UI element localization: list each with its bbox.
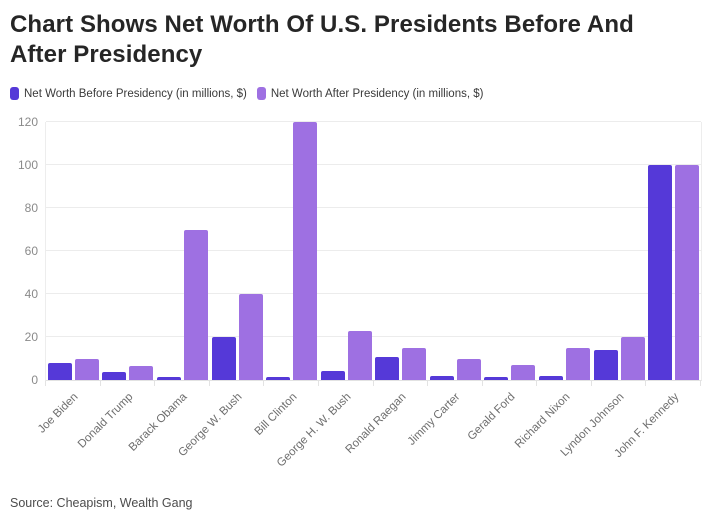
x-axis-labels: Joe Biden Donald Trump Barack Obama George …	[36, 381, 700, 491]
bar-before-bill-clinton	[266, 377, 291, 380]
gridline	[46, 121, 701, 122]
x-axis-category-label: Lyndon Johnson	[558, 391, 627, 459]
x-axis-tick	[481, 381, 483, 386]
bar-group	[592, 122, 647, 380]
x-axis-category-label: Gerald Ford	[465, 391, 518, 443]
x-axis-category-label: Barack Obama	[127, 391, 190, 454]
bar-after-george-h-w-bush	[347, 330, 372, 380]
bar-group	[537, 122, 592, 380]
x-axis-tick	[590, 381, 592, 386]
bar-after-ronald-raegan	[402, 347, 427, 380]
chart-title: Chart Shows Net Worth Of U.S. Presidents…	[10, 10, 710, 70]
y-axis-tick-label: 0	[31, 373, 38, 387]
x-axis-tick	[263, 381, 265, 386]
x-axis-tick	[700, 381, 701, 386]
bar-before-john-f-kennedy	[648, 165, 673, 380]
x-axis-category-label: George W. Bush	[176, 391, 245, 460]
y-axis-tick-label: 120	[17, 115, 38, 129]
legend-label-after: Net Worth After Presidency (in millions,…	[270, 87, 484, 100]
x-axis-tick	[208, 381, 210, 386]
plot-area: 0 20 40 60 80 100 120	[18, 115, 702, 387]
gridline	[46, 207, 701, 208]
bar-before-george-h-w-bush	[320, 371, 345, 380]
x-axis-tick	[645, 381, 647, 386]
legend-item-before: Net Worth Before Presidency (in millions…	[10, 87, 247, 100]
x-axis-tick	[536, 381, 538, 386]
bar-groups	[46, 122, 701, 380]
legend-swatch-before-icon	[10, 87, 19, 100]
x-axis-category-label: John F. Kennedy	[612, 391, 682, 461]
bar-group	[483, 122, 538, 380]
x-axis-tick	[154, 381, 156, 386]
bar-before-richard-nixon	[538, 375, 563, 380]
bar-before-jimmy-carter	[429, 375, 454, 380]
bar-before-donald-trump	[102, 372, 127, 380]
bar-before-george-w-bush	[211, 337, 236, 380]
legend-label-before: Net Worth Before Presidency (in millions…	[24, 87, 247, 100]
source-note: Source: Cheapism, Wealth Gang	[10, 496, 193, 510]
y-axis-tick-label: 40	[24, 287, 38, 301]
bar-after-donald-trump	[129, 366, 154, 380]
x-axis-ticks	[45, 381, 701, 387]
bar-group	[46, 122, 101, 380]
x-axis-category-label: Jimmy Carter	[406, 391, 463, 448]
chart-title-line-2: After Presidency	[10, 41, 203, 68]
bar-after-bill-clinton	[293, 122, 318, 380]
x-axis-category-label: Bill Clinton	[252, 391, 300, 438]
chart-title-line-1: Chart Shows Net Worth Of U.S. Presidents…	[10, 11, 634, 38]
legend-item-after: Net Worth After Presidency (in millions,…	[256, 87, 484, 100]
bar-group	[210, 122, 265, 380]
x-axis-tick	[99, 381, 101, 386]
x-axis-tick	[427, 381, 429, 386]
bar-after-jimmy-carter	[456, 358, 481, 380]
bar-after-gerald-ford	[511, 364, 536, 380]
bar-after-joe-biden	[74, 358, 99, 380]
x-axis-category-label: Donald Trump	[75, 391, 136, 451]
gridline	[46, 164, 701, 165]
bar-group	[428, 122, 483, 380]
bar-after-richard-nixon	[565, 347, 590, 380]
bar-group	[264, 122, 319, 380]
bar-after-john-f-kennedy	[675, 165, 700, 380]
bar-before-ronald-raegan	[375, 357, 400, 380]
bar-group	[319, 122, 374, 380]
bar-group	[101, 122, 156, 380]
y-axis-tick-label: 20	[24, 330, 38, 344]
bar-before-barack-obama	[156, 377, 181, 380]
y-axis-tick-label: 80	[24, 201, 38, 215]
legend: Net Worth Before Presidency (in millions…	[10, 87, 483, 100]
gridline	[46, 293, 701, 294]
x-axis-category-label: Richard Nixon	[512, 391, 573, 451]
bar-before-lyndon-johnson	[593, 349, 618, 380]
bar-group	[646, 122, 701, 380]
bar-after-barack-obama	[183, 229, 208, 380]
y-axis-tick-label: 60	[24, 244, 38, 258]
x-axis-category-label: George H. W. Bush	[275, 391, 354, 470]
bar-after-george-w-bush	[238, 294, 263, 380]
bar-before-joe-biden	[47, 362, 72, 380]
x-axis-tick	[45, 381, 46, 386]
legend-swatch-after-icon	[256, 87, 266, 100]
x-axis-tick	[317, 381, 319, 386]
x-axis-category-label: Ronald Raegan	[343, 391, 409, 456]
bar-before-gerald-ford	[484, 377, 509, 380]
bar-after-lyndon-johnson	[620, 337, 645, 380]
bar-group	[155, 122, 210, 380]
gridline	[46, 250, 701, 251]
y-axis-tick-label: 100	[17, 158, 38, 172]
x-axis-tick	[372, 381, 374, 386]
bar-group	[373, 122, 428, 380]
gridline	[46, 336, 701, 337]
